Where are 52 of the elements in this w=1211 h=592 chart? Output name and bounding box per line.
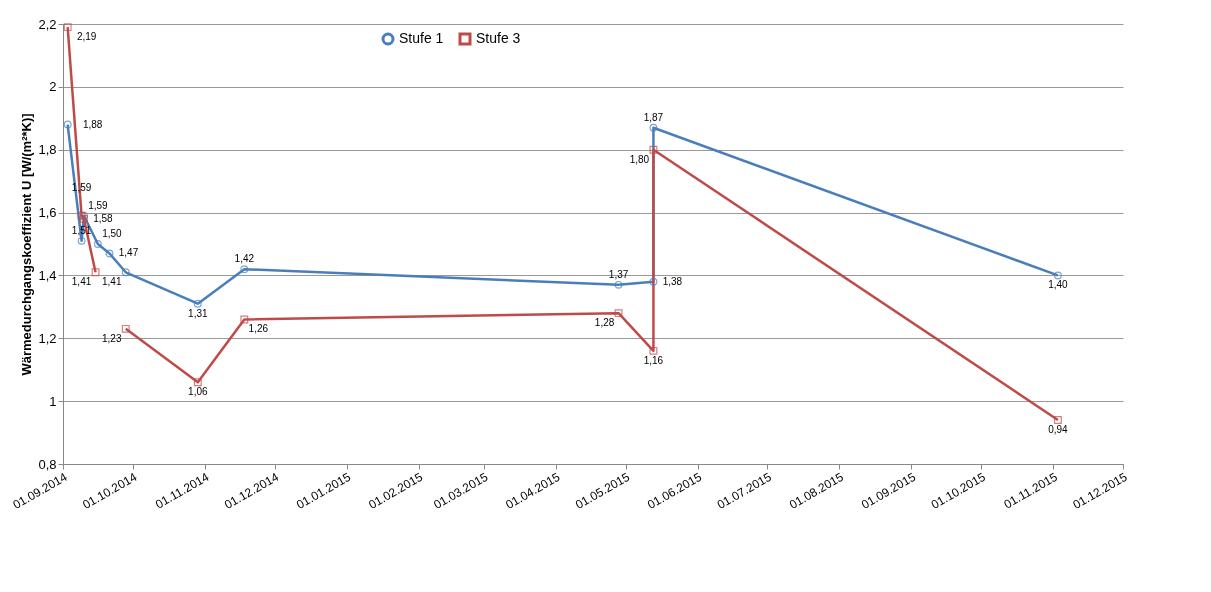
point xyxy=(77,236,86,245)
point xyxy=(193,299,202,308)
point xyxy=(614,280,623,289)
data-label: 1,06 xyxy=(188,386,208,398)
data-label: 1,31 xyxy=(188,307,208,319)
data-label: 1,42 xyxy=(234,253,255,265)
y-tick-label: 1,6 xyxy=(38,205,57,221)
point xyxy=(93,240,102,248)
data-label: 1,26 xyxy=(248,323,269,335)
y-tick-label: 1,4 xyxy=(38,267,57,283)
data-label: 1,87 xyxy=(643,111,664,123)
data-label: 1,47 xyxy=(118,247,139,259)
data-label: 1,80 xyxy=(629,153,650,165)
point xyxy=(91,268,100,277)
data-label: 0,94 xyxy=(1048,424,1069,435)
y-tick-label: 2,2 xyxy=(38,16,57,32)
point xyxy=(240,265,249,274)
legend-label: Stufe 1 xyxy=(399,30,444,46)
point xyxy=(240,315,249,324)
legend-label: Stufe 3 xyxy=(476,30,521,46)
point xyxy=(1053,416,1062,424)
data-label: 1,41 xyxy=(102,276,122,288)
data-label: 1,28 xyxy=(594,317,615,329)
point xyxy=(649,123,658,132)
point xyxy=(193,378,202,387)
data-label: 1,16 xyxy=(643,354,664,366)
point xyxy=(63,23,72,32)
data-label: 1,50 xyxy=(102,228,123,239)
point xyxy=(649,346,658,355)
data-label: 1,59 xyxy=(88,199,109,211)
y-tick-label: 0,8 xyxy=(38,456,57,472)
point xyxy=(121,268,130,277)
point xyxy=(649,145,658,154)
data-label: 2,19 xyxy=(76,31,97,43)
data-label: 1,40 xyxy=(1048,279,1069,291)
point xyxy=(614,309,623,318)
data-label: 1,88 xyxy=(82,118,103,130)
data-label: 1,58 xyxy=(93,212,114,224)
point xyxy=(121,324,130,333)
point xyxy=(649,277,658,286)
y-tick-label: 1,2 xyxy=(38,330,57,346)
data-label: 1,38 xyxy=(662,275,683,287)
y-tick-label: 1,8 xyxy=(38,142,57,158)
data-label: 1,41 xyxy=(71,276,92,288)
point xyxy=(63,120,72,129)
point xyxy=(1053,271,1062,280)
y-tick-label: 1 xyxy=(49,393,57,409)
y-axis-title: Wärmedurchgangskoeffizient U [W/(m²*K)] xyxy=(19,113,35,376)
data-label: 1,23 xyxy=(102,332,122,344)
y-tick-label: 2 xyxy=(49,79,57,95)
point xyxy=(105,249,114,258)
data-label: 1,37 xyxy=(608,268,629,280)
